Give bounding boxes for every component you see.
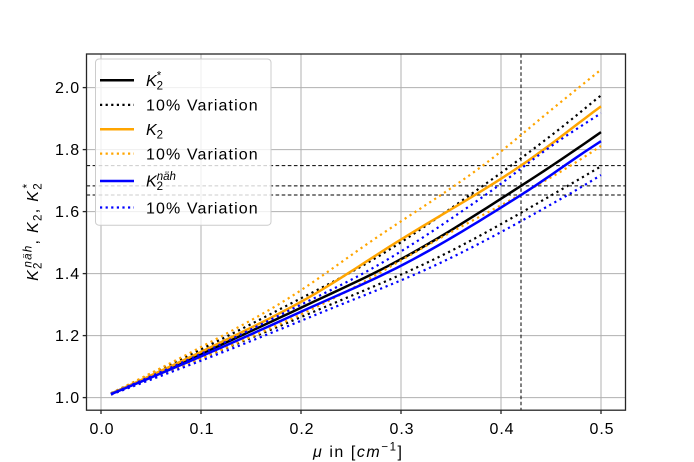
svg-text:1.2: 1.2 — [55, 328, 80, 345]
svg-text:0.3: 0.3 — [390, 421, 415, 438]
svg-text:1.4: 1.4 — [55, 266, 80, 283]
svg-text:0.0: 0.0 — [90, 421, 115, 438]
svg-text:K2näh, K2, K2*: K2näh, K2, K2* — [22, 182, 45, 281]
svg-text:μ in [cm−1]: μ in [cm−1] — [312, 442, 404, 462]
svg-text:1.6: 1.6 — [55, 204, 80, 221]
svg-text:0.2: 0.2 — [290, 421, 315, 438]
svg-text:K2näh: K2näh — [146, 171, 176, 193]
svg-text:0.1: 0.1 — [190, 421, 215, 438]
svg-text:K2*: K2* — [146, 70, 163, 92]
svg-text:10% Variation: 10% Variation — [146, 98, 259, 115]
svg-text:1.0: 1.0 — [55, 390, 80, 407]
svg-text:10% Variation: 10% Variation — [146, 146, 259, 163]
svg-text:10% Variation: 10% Variation — [146, 200, 259, 217]
svg-text:1.8: 1.8 — [55, 142, 80, 159]
svg-text:0.4: 0.4 — [490, 421, 515, 438]
svg-text:K2: K2 — [146, 122, 163, 142]
svg-text:2.0: 2.0 — [55, 80, 80, 97]
svg-text:0.5: 0.5 — [590, 421, 615, 438]
